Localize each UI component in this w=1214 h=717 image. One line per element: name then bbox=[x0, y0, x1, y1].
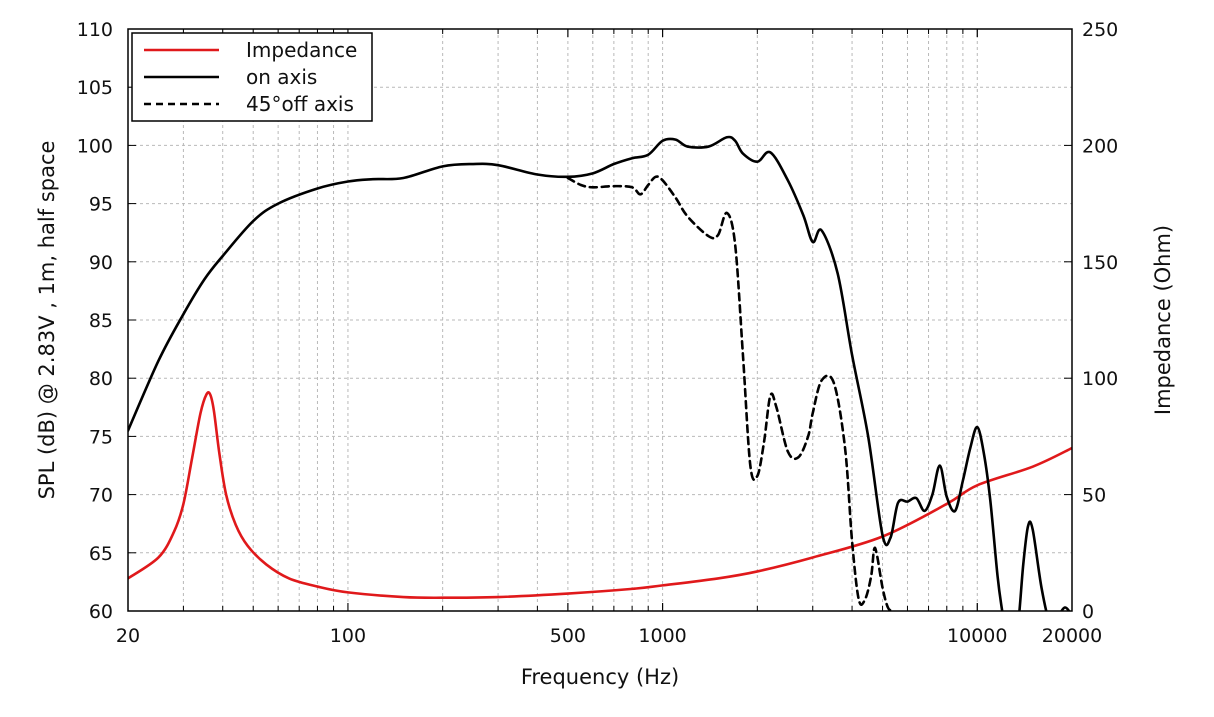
y-tick-label: 95 bbox=[89, 194, 113, 216]
y-tick-label: 60 bbox=[89, 601, 113, 623]
x-axis-title: Frequency (Hz) bbox=[521, 665, 679, 689]
y-tick-label: 70 bbox=[89, 485, 113, 507]
series-45-off-axis-line bbox=[566, 175, 896, 611]
series-layer bbox=[128, 135, 1072, 611]
x-tick-label: 20 bbox=[116, 625, 140, 647]
y2-tick-label: 0 bbox=[1082, 601, 1094, 623]
y-tick-label: 90 bbox=[89, 252, 113, 274]
y-tick-label: 105 bbox=[77, 77, 113, 99]
y2-axis-title: Impedance (Ohm) bbox=[1151, 225, 1175, 415]
y-tick-label: 65 bbox=[89, 543, 113, 565]
y2-tick-label: 200 bbox=[1082, 135, 1118, 157]
y-tick-label: 100 bbox=[77, 135, 113, 157]
legend-label-on-axis: on axis bbox=[246, 65, 317, 89]
legend-label-45-off-axis: 45°off axis bbox=[246, 92, 354, 116]
y-tick-label: 80 bbox=[89, 368, 113, 390]
y2-tick-label: 250 bbox=[1082, 19, 1118, 41]
y-tick-label: 85 bbox=[89, 310, 113, 332]
x-tick-label: 20000 bbox=[1042, 625, 1102, 647]
y2-tick-label: 150 bbox=[1082, 252, 1118, 274]
series-on-axis-line bbox=[128, 135, 1071, 611]
y2-tick-label: 100 bbox=[1082, 368, 1118, 390]
y-tick-label: 110 bbox=[77, 19, 113, 41]
x-tick-label: 500 bbox=[550, 625, 586, 647]
x-tick-label: 10000 bbox=[947, 625, 1007, 647]
x-tick-label: 100 bbox=[330, 625, 366, 647]
y-axis-title: SPL (dB) @ 2.83V , 1m, half space bbox=[35, 141, 59, 500]
tick-layer bbox=[127, 28, 1073, 612]
series-impedance-line bbox=[128, 391, 1072, 600]
x-tick-label: 1000 bbox=[638, 625, 686, 647]
y2-tick-label: 50 bbox=[1082, 485, 1106, 507]
label-layer: 20 100 500 1000 10000 20000606570758085909510… bbox=[77, 19, 1119, 647]
y-tick-label: 75 bbox=[89, 426, 113, 448]
legend-label-impedance: Impedance bbox=[246, 38, 357, 62]
legend: Impedance on axis 45°off axis bbox=[131, 32, 373, 122]
